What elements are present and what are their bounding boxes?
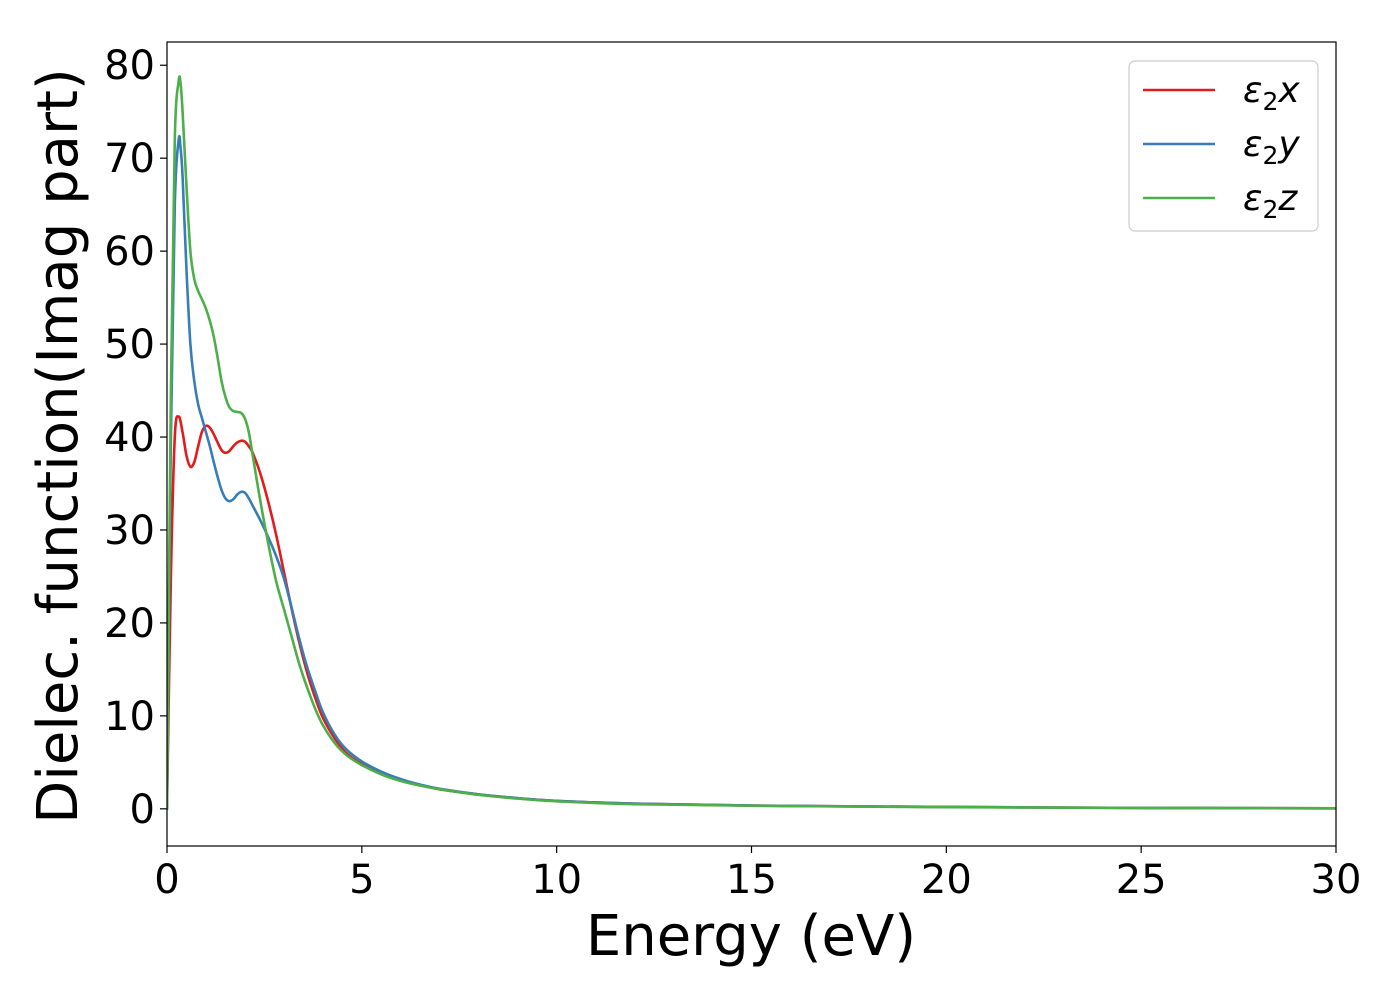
x-tick-label: 30 (1311, 857, 1362, 903)
x-tick-label: 5 (349, 857, 374, 903)
series-line-z (167, 75, 1336, 811)
y-tick-label: 80 (104, 43, 155, 89)
x-tick-label: 20 (921, 857, 972, 903)
legend-label: ε2x (1243, 70, 1300, 116)
legend: ε2x ε2y ε2z (1128, 60, 1319, 232)
legend-label: ε2z (1243, 178, 1298, 224)
y-tick-label: 40 (104, 415, 155, 461)
series-layer (167, 75, 1336, 811)
y-tick-label: 70 (104, 136, 155, 182)
x-tick-label: 10 (531, 857, 582, 903)
y-tick-label: 60 (104, 229, 155, 275)
y-tick-label: 30 (104, 508, 155, 554)
y-axis-title: Dielec. function(Imag part) (26, 68, 91, 824)
y-tick-label: 20 (104, 601, 155, 647)
x-tick-label: 25 (1116, 857, 1167, 903)
x-tick-label: 0 (154, 857, 179, 903)
y-tick-label: 50 (104, 322, 155, 368)
y-tick-label: 0 (130, 787, 155, 833)
y-tick-label: 10 (104, 694, 155, 740)
legend-label: ε2y (1243, 124, 1300, 170)
x-axis-title: Energy (eV) (586, 904, 916, 969)
legend-box (1128, 60, 1319, 232)
x-axis-ticks: 0 5 10 15 20 25 30 (154, 846, 1361, 903)
x-tick-label: 15 (726, 857, 777, 903)
y-axis-ticks: 0 10 20 30 40 50 60 70 80 (104, 43, 167, 833)
